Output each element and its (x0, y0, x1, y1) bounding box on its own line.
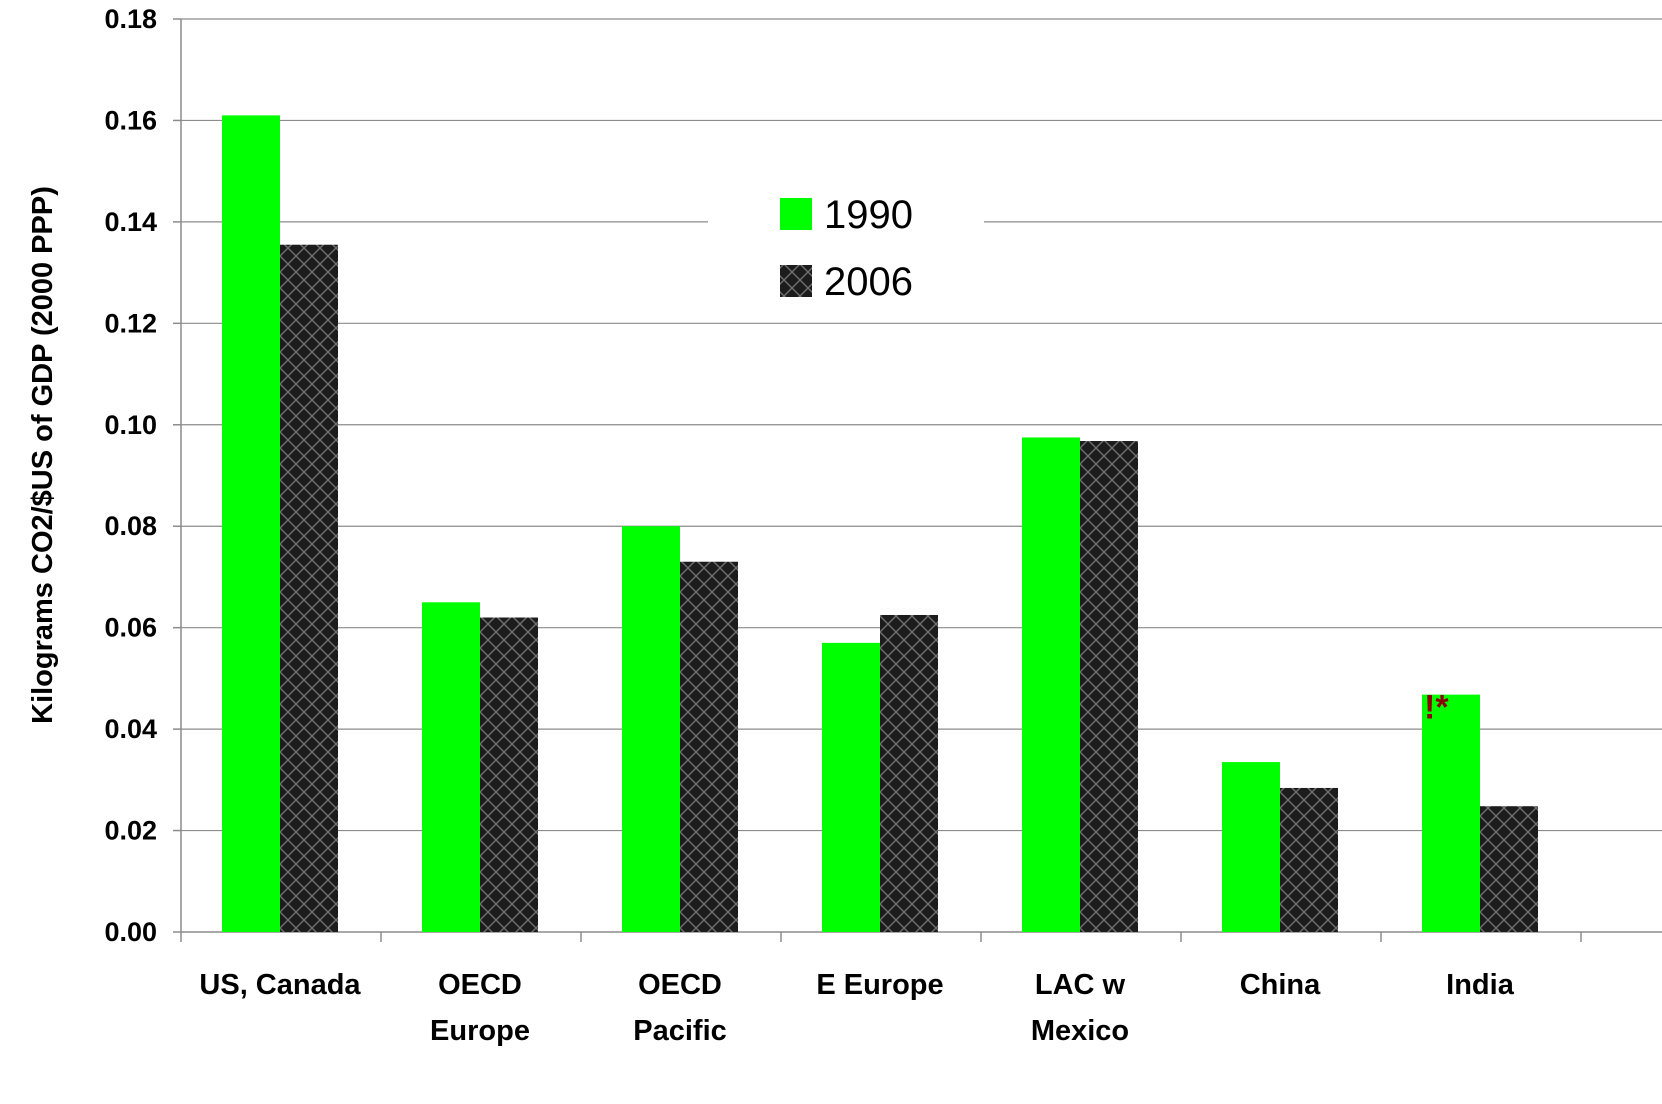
x-category-label: China (1240, 969, 1321, 1001)
category-label-line: LAC w (1035, 969, 1126, 1001)
y-tick-label: 0.06 (104, 613, 157, 643)
category-label-line: China (1240, 969, 1321, 1001)
bar-2006-0 (280, 244, 338, 933)
y-tick-label: 0.14 (104, 207, 157, 237)
category-label-line: Europe (430, 1015, 530, 1047)
y-tick-label: 0.02 (104, 816, 157, 846)
bars (222, 115, 1538, 933)
bar-2006-4 (1080, 441, 1138, 932)
bar-1990-5 (1222, 762, 1280, 932)
bar-1990-1 (422, 602, 480, 932)
legend-swatch-1990 (780, 198, 812, 230)
bar-2006-1 (480, 617, 538, 932)
x-category-label: OECD Pacific (633, 969, 727, 1047)
annotations: !* (1424, 689, 1449, 727)
y-tick-label: 0.16 (104, 105, 157, 135)
legend: 1990 2006 (708, 172, 984, 317)
legend-swatch-2006 (780, 265, 812, 297)
category-label-line: India (1446, 969, 1515, 1001)
legend-label-2006: 2006 (824, 260, 913, 304)
y-tick-label: 0.10 (104, 410, 157, 440)
bar-2006-2 (680, 561, 738, 932)
x-category-label: LAC w Mexico (1031, 969, 1129, 1047)
bar-2006-5 (1280, 787, 1338, 932)
bar-1990-3 (822, 642, 880, 932)
category-label-line: US, Canada (199, 969, 361, 1001)
x-category-label: India (1446, 969, 1515, 1001)
x-category-label: E Europe (816, 969, 943, 1001)
y-tick-label: 0.18 (104, 4, 157, 34)
category-label-line: E Europe (816, 969, 943, 1001)
bar-1990-4 (1022, 437, 1080, 932)
y-tick-label: 0.12 (104, 308, 157, 338)
y-tick-label: 0.00 (104, 917, 157, 947)
category-label-line: OECD (638, 969, 722, 1001)
y-tick-labels: 0.00 0.02 0.04 0.06 0.08 0.10 0.12 0.14 0.16 0.18 (104, 4, 157, 947)
legend-box (708, 172, 984, 317)
category-label-line: Mexico (1031, 1015, 1129, 1047)
y-axis-label: Kilograms CO2/$US of GDP (2000 PPP) (27, 186, 59, 724)
category-label-line: OECD (438, 969, 522, 1001)
annotation-marker: !* (1424, 689, 1449, 727)
legend-label-1990: 1990 (824, 193, 913, 237)
x-category-label: OECD Europe (430, 969, 530, 1047)
x-category-labels: US, Canada OECD Europe OECD Pacific E Europe L… (199, 969, 1514, 1047)
bar-2006-6 (1480, 806, 1538, 932)
x-category-label: US, Canada (199, 969, 361, 1001)
y-tick-label: 0.04 (104, 714, 157, 744)
bar-1990-6 (1422, 694, 1480, 932)
bar-1990-0 (222, 115, 280, 933)
y-tick-label: 0.08 (104, 511, 157, 541)
bar-1990-2 (622, 526, 680, 932)
bar-2006-3 (880, 614, 938, 932)
category-label-line: Pacific (633, 1015, 727, 1047)
